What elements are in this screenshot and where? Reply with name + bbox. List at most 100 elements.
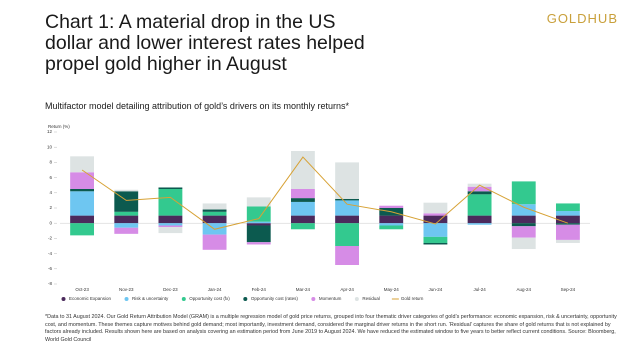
x-tick-label: Aug-24 bbox=[516, 287, 531, 292]
y-tick-label: -4 bbox=[48, 251, 52, 256]
bar-segment bbox=[290, 215, 315, 224]
legend-marker bbox=[311, 297, 316, 301]
y-tick-label: 2 bbox=[49, 205, 52, 210]
bar-segment bbox=[511, 215, 536, 224]
y-tick-label: 0 bbox=[49, 220, 52, 225]
y-axis-label: Return (%) bbox=[48, 124, 70, 129]
legend-label: Opportunity cost (rates) bbox=[251, 296, 299, 301]
bar-segment bbox=[555, 223, 580, 225]
bar-segment bbox=[158, 225, 183, 227]
x-tick-label: Feb-24 bbox=[252, 287, 267, 292]
bar-segment bbox=[423, 236, 448, 243]
bar-segment bbox=[70, 191, 95, 216]
legend-marker bbox=[181, 297, 186, 301]
y-tick-label: -2 bbox=[48, 236, 52, 241]
bar-segment bbox=[290, 223, 315, 230]
legend-marker bbox=[61, 297, 66, 301]
bar-segment bbox=[467, 215, 492, 224]
bar-segment bbox=[555, 239, 580, 243]
bar-segment bbox=[511, 181, 536, 205]
x-tick-label: Jan-24 bbox=[208, 287, 222, 292]
y-tick-label: -8 bbox=[48, 281, 52, 286]
bar-segment bbox=[246, 223, 271, 226]
bar-segment bbox=[379, 215, 404, 224]
bar-segment bbox=[335, 223, 360, 246]
bar-segment bbox=[335, 215, 360, 224]
y-tick-label: 6 bbox=[49, 175, 52, 180]
bar-segment bbox=[335, 162, 360, 199]
bar-segment bbox=[423, 202, 448, 214]
chart-title: Chart 1: A material drop in the US dolla… bbox=[45, 11, 365, 75]
bar-segment bbox=[555, 211, 580, 216]
y-tick-label: 4 bbox=[49, 190, 52, 195]
bar-segment bbox=[246, 242, 271, 245]
chart-subtitle: Multifactor model detailing attribution … bbox=[45, 101, 349, 111]
bar-segment bbox=[246, 225, 271, 243]
bar-segment bbox=[70, 172, 95, 189]
bar-segment bbox=[511, 226, 536, 238]
bar-segment bbox=[467, 186, 492, 192]
bar-segment bbox=[158, 215, 183, 224]
x-tick-label: Sep-24 bbox=[561, 287, 576, 292]
x-tick-label: Dec-23 bbox=[163, 287, 178, 292]
bar-segment bbox=[467, 194, 492, 216]
x-tick-label: Apr-24 bbox=[340, 287, 354, 292]
bar-segment bbox=[70, 189, 95, 192]
y-tick-label: 8 bbox=[49, 160, 52, 165]
bar-segment bbox=[423, 242, 448, 245]
bar-segment bbox=[335, 198, 360, 201]
bar-segment bbox=[70, 156, 95, 173]
legend-marker bbox=[354, 297, 359, 301]
legend-label: Residual bbox=[362, 296, 380, 301]
logo: GOLDHUB bbox=[546, 11, 618, 26]
bar-segment bbox=[555, 203, 580, 212]
bar-segment bbox=[202, 215, 227, 224]
bar-segment bbox=[467, 191, 492, 195]
bar-segment bbox=[290, 151, 315, 189]
y-tick-label: 10 bbox=[47, 144, 53, 149]
bar-segment bbox=[114, 189, 139, 192]
bar-segment bbox=[423, 223, 448, 237]
bar-segment bbox=[555, 215, 580, 224]
footnote: *Data to 31 August 2024. Our Gold Return… bbox=[45, 314, 617, 343]
bar-segment bbox=[335, 200, 360, 216]
bar-segment bbox=[511, 223, 536, 227]
bar-segment bbox=[70, 223, 95, 236]
bar-segment bbox=[202, 203, 227, 210]
bar-segment bbox=[158, 223, 183, 226]
bar-segment bbox=[246, 197, 271, 207]
bar-segment bbox=[290, 201, 315, 216]
bar-segment bbox=[114, 227, 139, 234]
bar-segment bbox=[202, 209, 227, 212]
bar-segment bbox=[290, 198, 315, 202]
bar-segment bbox=[290, 189, 315, 199]
bar-segment bbox=[467, 223, 492, 225]
bar-segment bbox=[335, 246, 360, 265]
legend-marker bbox=[124, 297, 129, 301]
bar-segment bbox=[379, 223, 404, 226]
x-tick-label: Nov-23 bbox=[119, 287, 134, 292]
legend-label: Momentum bbox=[319, 296, 342, 301]
x-tick-label: Oct-23 bbox=[75, 287, 89, 292]
x-tick-label: May-24 bbox=[384, 287, 400, 292]
y-tick-label: 12 bbox=[47, 129, 53, 134]
bar-segment bbox=[511, 237, 536, 250]
bar-segment bbox=[379, 205, 404, 208]
legend-label: Risk & uncertainty bbox=[132, 296, 169, 301]
legend-label: Economic Expansion bbox=[69, 296, 112, 301]
bar-segment bbox=[158, 189, 183, 216]
bar-segment bbox=[70, 215, 95, 224]
legend-marker bbox=[243, 297, 248, 301]
bar-segment bbox=[114, 223, 139, 228]
bar-segment bbox=[423, 215, 448, 224]
x-tick-label: Jul-24 bbox=[473, 287, 486, 292]
bar-segment bbox=[158, 187, 183, 189]
x-tick-label: Jun-24 bbox=[429, 287, 443, 292]
bar-segment bbox=[555, 224, 580, 240]
legend-label: Gold return bbox=[401, 296, 424, 301]
bar-segment bbox=[379, 225, 404, 230]
bar-segment bbox=[246, 206, 271, 222]
gold-return-line bbox=[81, 156, 569, 230]
